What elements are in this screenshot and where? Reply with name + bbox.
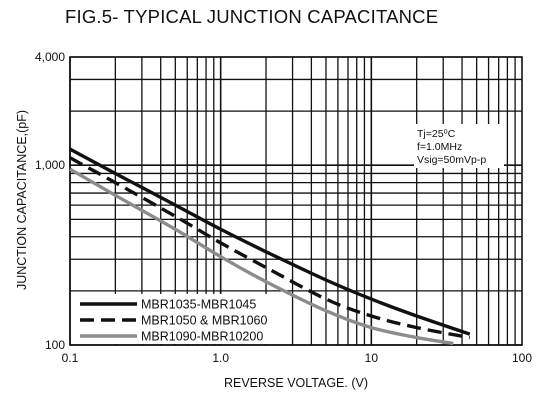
- x-tick-label: 0.1: [62, 351, 79, 365]
- x-axis-label: REVERSE VOLTAGE. (V): [224, 376, 368, 390]
- series-mbr1090-mbr10200: [69, 167, 454, 346]
- plot-frame: [69, 56, 523, 346]
- x-tick-label: 10: [365, 351, 379, 365]
- legend-label-mbr1050: MBR1050 & MBR1060: [141, 314, 268, 328]
- series-mbr1035-mbr1045: [69, 147, 471, 336]
- x-tick-label: 1.0: [212, 351, 229, 365]
- x-tick-label: 100: [512, 351, 532, 365]
- annotation-line-temperature: Tj=25⁰C: [417, 128, 456, 140]
- series-layer: [69, 147, 471, 346]
- legend-label-mbr1035: MBR1035-MBR1045: [141, 298, 256, 312]
- y-axis-label: JUNCTION CAPACITANCE,(pF): [15, 110, 29, 290]
- y-tick-label: 4,000: [35, 50, 65, 64]
- annotation-line-frequency: f=1.0MHz: [417, 141, 462, 153]
- tick-labels: 0.1 1.0 10 100 100 1,000 4,000: [35, 50, 532, 365]
- y-tick-label: 100: [45, 338, 65, 352]
- y-tick-label: 1,000: [35, 158, 65, 172]
- legend: MBR1035-MBR1045 MBR1050 & MBR1060 MBR109…: [72, 294, 284, 344]
- series-mbr1050-mbr1060: [69, 156, 471, 340]
- conditions-annotation: Tj=25⁰C f=1.0MHz Vsig=50mVp-p: [414, 124, 504, 168]
- chart-title: FIG.5- TYPICAL JUNCTION CAPACITANCE: [65, 6, 439, 27]
- annotation-line-signal: Vsig=50mVp-p: [417, 154, 486, 166]
- legend-label-mbr1090: MBR1090-MBR10200: [141, 330, 263, 344]
